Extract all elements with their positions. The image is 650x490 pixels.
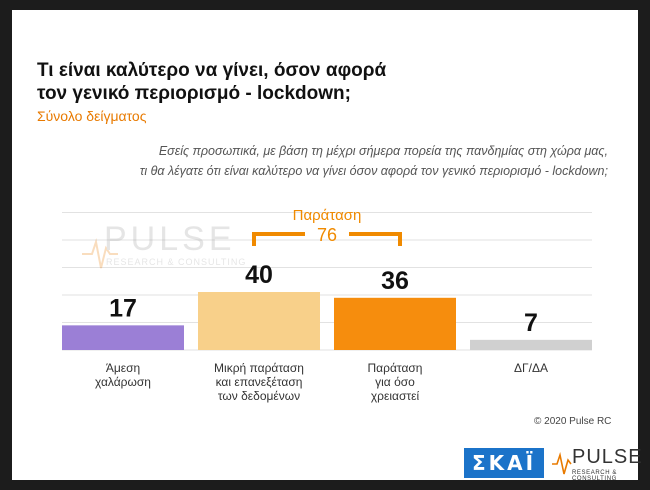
pulse-logo-word: PULSE xyxy=(572,446,643,468)
survey-question: Εσείς προσωπικά, με βάση τη μέχρι σήμερα… xyxy=(139,144,608,178)
annotation-value: 76 xyxy=(317,225,337,245)
category-labels: Άμεση χαλάρωση Μικρή παράταση και επανεξέτα… xyxy=(95,361,548,403)
bar-value-label: 7 xyxy=(524,309,538,337)
copyright-text: © 2020 Pulse RC xyxy=(534,416,612,427)
watermark-word: PULSE xyxy=(104,220,236,258)
watermark-pulse-line-icon xyxy=(82,238,118,269)
bar-value-label: 40 xyxy=(245,261,273,289)
bar xyxy=(62,325,184,350)
bar xyxy=(198,292,320,350)
bar-chart: PULSE RESEARCH & CONSULTING 17 40 36 7 Παρά… xyxy=(62,207,592,403)
annotation-bracket-left xyxy=(252,232,305,246)
slide: Τι είναι καλύτερο να γίνει, όσον αφορά τ… xyxy=(12,10,642,482)
bar-value-label: 17 xyxy=(109,294,137,322)
category-label: Παράταση για όσο χρειαστεί xyxy=(368,361,423,403)
watermark-tagline: RESEARCH & CONSULTING xyxy=(106,257,246,267)
bar-value-label: 36 xyxy=(381,267,409,295)
chart-title: Τι είναι καλύτερο να γίνει, όσον αφορά τ… xyxy=(37,60,387,104)
bar xyxy=(334,297,456,350)
annotation-bracket-right xyxy=(349,232,402,246)
chart-subtitle: Σύνολο δείγματος xyxy=(37,108,147,124)
category-label: Μικρή παράταση και επανεξέταση των δεδομέν… xyxy=(214,361,304,403)
annotation-label: Παράταση xyxy=(293,207,362,224)
pulse-watermark: PULSE RESEARCH & CONSULTING xyxy=(82,220,246,269)
pulse-logo-tagline: RESEARCH & CONSULTING xyxy=(572,470,618,482)
bars: 17 40 36 7 xyxy=(62,261,592,350)
skai-logo: ΣΚΑΪ xyxy=(464,448,544,478)
category-label: ΔΓ/ΔΑ xyxy=(514,361,548,375)
bar xyxy=(470,339,592,350)
pulse-logo: PULSE RESEARCH & CONSULTING xyxy=(552,446,650,486)
pulse-line-icon xyxy=(552,452,572,475)
category-label: Άμεση χαλάρωση xyxy=(95,361,151,389)
